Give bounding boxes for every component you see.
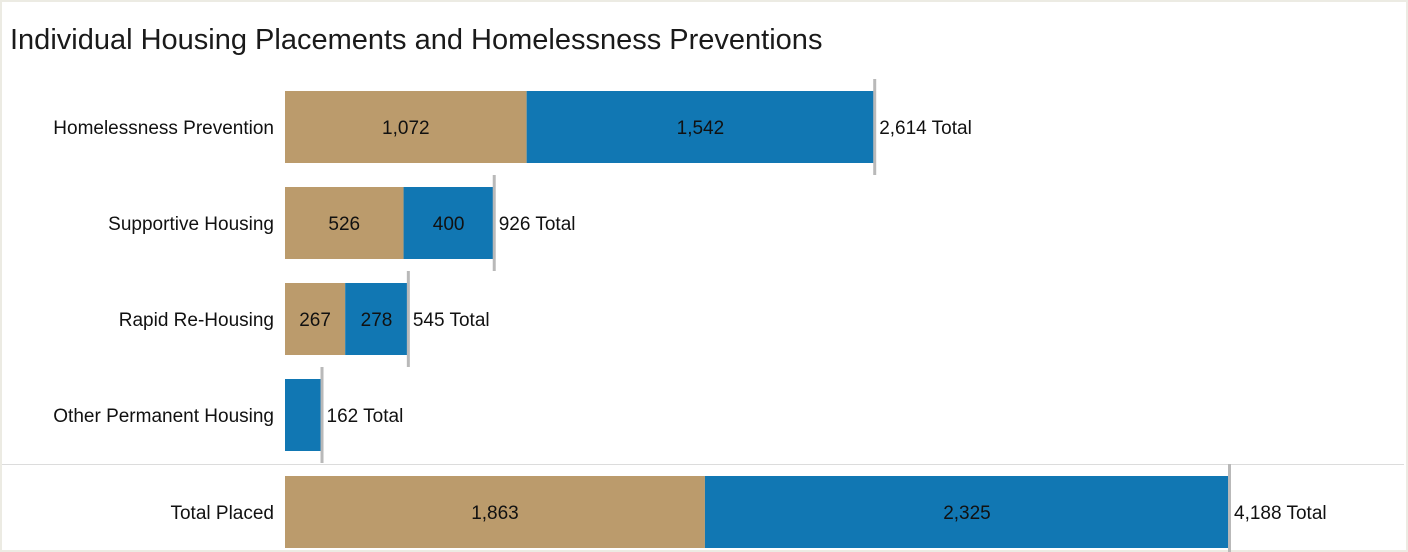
- bar-value-label: 278: [361, 310, 393, 331]
- total-marker: [406, 271, 410, 367]
- bar-value-label: 1,863: [471, 503, 519, 524]
- total-label: 162 Total: [327, 406, 404, 427]
- bar-segment: [285, 283, 346, 355]
- total-label: 2,614 Total: [879, 118, 972, 139]
- total-marker: [1228, 464, 1231, 552]
- total-separator-line: [2, 464, 1404, 465]
- bar-value-label: 267: [299, 310, 331, 331]
- total-marker: [873, 79, 877, 175]
- category-label: Supportive Housing: [108, 214, 274, 235]
- bar-segment: [285, 91, 527, 163]
- bar-segment: [285, 476, 705, 548]
- bar-segment: [403, 187, 494, 259]
- bar-segment: [526, 91, 875, 163]
- total-label: 926 Total: [499, 214, 576, 235]
- chart-title: Individual Housing Placements and Homele…: [10, 24, 823, 56]
- bar-segment: [704, 476, 1229, 548]
- bar-segment: [345, 283, 408, 355]
- bar-value-label: 1,542: [677, 118, 725, 139]
- bar-value-label: 1,072: [382, 118, 430, 139]
- category-label: Total Placed: [170, 503, 274, 524]
- total-marker: [492, 175, 496, 271]
- total-label: 545 Total: [413, 310, 490, 331]
- bar-segment: [285, 379, 322, 451]
- total-label: 4,188 Total: [1234, 503, 1327, 524]
- bar-segment: [285, 187, 404, 259]
- bar-value-label: 2,325: [943, 503, 991, 524]
- category-label: Other Permanent Housing: [53, 406, 274, 427]
- category-label: Rapid Re-Housing: [119, 310, 274, 331]
- bar-value-label: 400: [433, 214, 465, 235]
- total-marker: [320, 367, 324, 463]
- bar-value-label: 526: [328, 214, 360, 235]
- category-label: Homelessness Prevention: [53, 118, 274, 139]
